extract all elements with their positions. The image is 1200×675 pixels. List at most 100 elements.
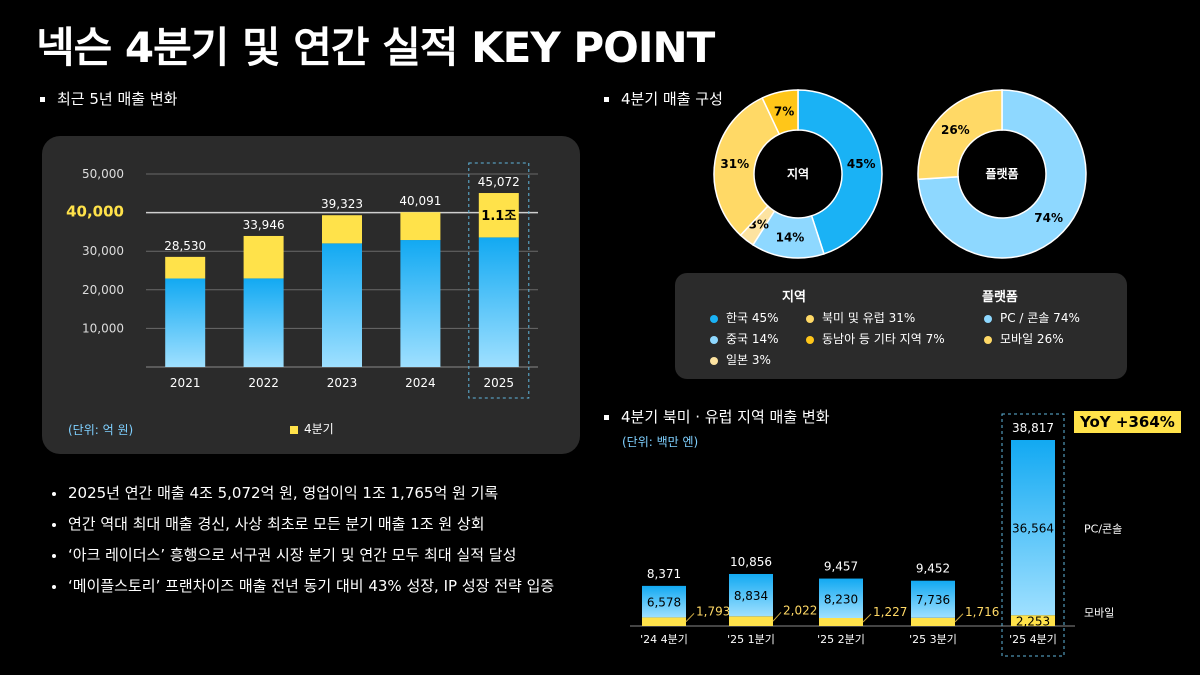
na-eu-pc-label: 36,564 [1012, 522, 1054, 536]
annual-unit-label: (단위: 억 원) [68, 423, 134, 437]
na-eu-bar-pc [1011, 440, 1055, 616]
na-eu-mobile-label: 1,716 [965, 605, 999, 619]
region-slice-label: 31% [720, 157, 749, 171]
legend-item-china: 중국 14% [710, 330, 779, 347]
legend-region-title: 지역 [782, 290, 806, 305]
annual-bar-rest [400, 240, 441, 367]
region-slice-label: 45% [847, 157, 876, 171]
na-eu-bar-mobile [911, 617, 955, 626]
region-slice [761, 89, 799, 136]
q4-legend-swatch [290, 425, 298, 434]
q4-composition-section-label: 4분기 매출 구성 [604, 88, 723, 109]
annual-section-text: 최근 5년 매출 변화 [57, 90, 178, 108]
na-eu-bar-pc [911, 580, 955, 618]
na-eu-series-name-mobile: 모바일 [1084, 606, 1114, 620]
na-eu-unit-label: (단위: 백만 엔) [622, 435, 699, 449]
na-eu-pc-label: 6,578 [647, 596, 681, 610]
annual-section-label: 최근 5년 매출 변화 [40, 88, 177, 109]
legend-item-pc-console: PC / 콘솔 74% [984, 309, 1080, 326]
annual-total-label: 45,072 [478, 175, 520, 189]
bullet-item: 연간 역대 최대 매출 경신, 사상 최초로 모든 분기 매출 1조 원 상회 [52, 513, 554, 544]
annual-total-label: 33,946 [243, 218, 285, 232]
annual-bar-rest [478, 237, 519, 367]
na-eu-bar-pc [729, 573, 773, 617]
annual-q4-label: 1.1조 [481, 209, 516, 224]
na-eu-pc-label: 8,230 [824, 592, 858, 606]
na-eu-mobile-label: 2,253 [1016, 615, 1050, 629]
platform-slice [917, 89, 1087, 259]
na-eu-bar-pc [819, 578, 863, 618]
annual-bar-q4 [400, 212, 441, 241]
bullet-item: ‘아크 레이더스’ 흥행으로 서구권 시장 분기 및 연간 모두 최대 실적 달… [52, 544, 554, 575]
na-eu-highlight-box [1001, 413, 1065, 657]
na-eu-bar-mobile [729, 616, 773, 626]
annual-bar-q4 [322, 215, 362, 244]
na-eu-x-tick: '25 4분기 [1009, 633, 1057, 646]
legend-item-korea: 한국 45% [710, 309, 779, 326]
na-eu-pc-label: 8,834 [734, 589, 768, 603]
annual-bar-rest [165, 278, 206, 367]
na-eu-bar-mobile [819, 618, 863, 626]
platform-slice-label: 74% [1034, 211, 1063, 225]
annual-y-tick: 30,000 [82, 244, 124, 258]
na-eu-x-tick: '25 3분기 [909, 633, 957, 646]
bullet-item: ‘메이플스토리’ 프랜차이즈 매출 전년 동기 대비 43% 성장, IP 성장… [52, 575, 554, 606]
na-eu-total-label: 8,371 [647, 567, 681, 581]
annual-total-label: 40,091 [399, 194, 441, 208]
annual-x-tick: 2022 [248, 376, 279, 390]
region-center-label: 지역 [787, 166, 809, 181]
page-title: 넥슨 4분기 및 연간 실적 KEY POINT [36, 23, 715, 72]
na-eu-mobile-label: 2,022 [783, 603, 817, 617]
na-eu-mobile-leader [954, 613, 964, 623]
annual-x-tick: 2021 [170, 376, 201, 390]
platform-slice-label: 26% [941, 123, 970, 137]
donut-legend-panel [675, 273, 1127, 379]
na-eu-bar-pc [642, 585, 686, 618]
annual-total-label: 39,323 [321, 197, 363, 211]
na-eu-total-label: 10,856 [730, 555, 772, 569]
annual-bar-q4 [165, 256, 206, 279]
annual-x-tick: 2025 [484, 376, 515, 390]
na-eu-series-name-pc: PC/콘솔 [1084, 523, 1122, 536]
annual-y-tick: 40,000 [66, 203, 124, 221]
legend-item-japan: 일본 3% [710, 351, 771, 368]
na-eu-mobile-leader [685, 613, 695, 623]
annual-total-label: 28,530 [164, 239, 206, 253]
na-eu-section-label: 4분기 북미 · 유럽 지역 매출 변화 [604, 406, 830, 427]
annual-y-tick: 50,000 [82, 167, 124, 181]
na-eu-total-label: 9,457 [824, 560, 858, 574]
annual-x-tick: 2024 [405, 376, 436, 390]
legend-item-mobile: 모바일 26% [984, 330, 1064, 347]
legend-platform-title: 플랫폼 [982, 290, 1018, 305]
annual-bar-q4 [243, 235, 284, 279]
annual-x-tick: 2023 [327, 376, 358, 390]
legend-item-sea-etc: 동남아 등 기타 지역 7% [806, 330, 945, 347]
na-eu-x-tick: '25 1분기 [727, 633, 775, 646]
region-slice [797, 89, 883, 255]
q4-legend-label: 4분기 [304, 422, 334, 436]
annual-bar-q4 [478, 193, 519, 238]
legend-item-na-eu: 북미 및 유럽 31% [806, 309, 915, 326]
na-eu-section-text: 4분기 북미 · 유럽 지역 매출 변화 [621, 408, 830, 426]
annual-y-tick: 20,000 [82, 283, 124, 297]
region-slice-label: 7% [774, 105, 794, 119]
na-eu-x-tick: '25 2분기 [817, 633, 865, 646]
annual-bar-rest [322, 243, 362, 367]
na-eu-x-tick: '24 4분기 [640, 633, 688, 646]
yoy-badge: YoY +364% [1074, 411, 1181, 433]
region-slice-label: 14% [776, 230, 805, 244]
platform-slice [917, 89, 1003, 181]
annual-highlight-box [468, 162, 530, 399]
region-slice [713, 96, 781, 237]
na-eu-mobile-label: 1,227 [873, 605, 907, 619]
na-eu-total-label: 38,817 [1012, 421, 1054, 435]
na-eu-pc-label: 7,736 [916, 593, 950, 607]
na-eu-bar-mobile [642, 617, 686, 626]
na-eu-mobile-leader [862, 613, 872, 623]
annual-bar-rest [243, 278, 284, 367]
q4-composition-section-text: 4분기 매출 구성 [621, 90, 723, 108]
na-eu-mobile-label: 1,793 [696, 604, 730, 618]
key-point-bullets: 2025년 연간 매출 4조 5,072억 원, 영업이익 1조 1,765억 … [52, 482, 554, 606]
na-eu-mobile-leader [772, 611, 782, 622]
